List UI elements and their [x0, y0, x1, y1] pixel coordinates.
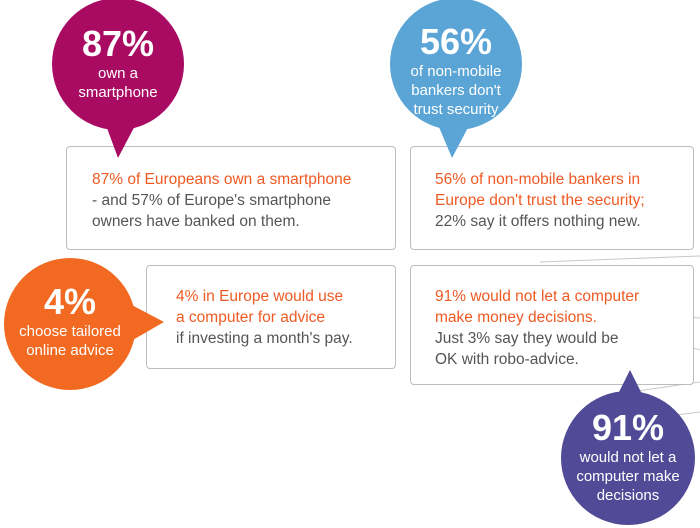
card-highlight-line: 87% of Europeans own a smartphone: [92, 171, 352, 188]
security-stat-card: 56% of non-mobile bankers in Europe don'…: [410, 146, 694, 250]
bubble-caption-line: own a: [97, 65, 139, 82]
smartphone-stat-bubble: 87% own a smartphone: [52, 0, 184, 160]
bubble-caption-line: of non-mobile: [410, 63, 502, 80]
security-stat-bubble: 56% of non-mobile bankers don't trust se…: [390, 0, 522, 160]
bubble-caption-line: trust security: [413, 101, 499, 118]
bubble-caption-line: would not let a: [579, 449, 677, 466]
bubble-percent: 87%: [81, 23, 155, 64]
card-highlight-line: 56% of non-mobile bankers in: [435, 171, 641, 188]
card-highlight-line: Europe don't trust the security;: [435, 192, 645, 209]
bubble-percent: 4%: [43, 281, 97, 322]
speech-bubble-shape: [390, 0, 522, 158]
card-body-line: if investing a month's pay.: [176, 330, 353, 347]
bubble-caption-line: computer make: [576, 468, 680, 485]
card-highlight-line: a computer for advice: [176, 309, 326, 326]
speech-bubble-shape: [4, 258, 164, 390]
bubble-caption-line: bankers don't: [411, 82, 501, 99]
card-highlight-line: 4% in Europe would use: [176, 288, 344, 305]
card-body-line: OK with robo-advice.: [435, 351, 579, 368]
card-body-line: - and 57% of Europe's smartphone: [92, 192, 332, 209]
smartphone-stat-card: 87% of Europeans own a smartphone - and …: [66, 146, 396, 250]
card-highlight-line: 91% would not let a computer: [435, 288, 640, 305]
bubble-percent: 56%: [419, 21, 493, 62]
decisions-stat-card: 91% would not let a computer make money …: [410, 265, 694, 385]
bubble-caption-line: smartphone: [78, 84, 158, 101]
bubble-caption-line: choose tailored: [19, 323, 121, 340]
card-body-line: Just 3% say they would be: [435, 330, 619, 347]
advice-stat-bubble: 4% choose tailored online advice: [0, 258, 166, 390]
card-highlight-line: make money decisions.: [435, 309, 597, 326]
bubble-percent: 91%: [591, 407, 665, 448]
bubble-caption-line: decisions: [596, 487, 660, 504]
speech-bubble-shape: [561, 370, 695, 525]
bubble-caption-line: online advice: [26, 342, 114, 359]
advice-stat-card: 4% in Europe would use a computer for ad…: [146, 265, 396, 369]
decisions-stat-bubble: 91% would not let a computer make decisi…: [560, 368, 696, 526]
card-body-line: owners have banked on them.: [92, 213, 300, 230]
speech-bubble-shape: [52, 0, 184, 158]
card-body-line: 22% say it offers nothing new.: [435, 213, 641, 230]
